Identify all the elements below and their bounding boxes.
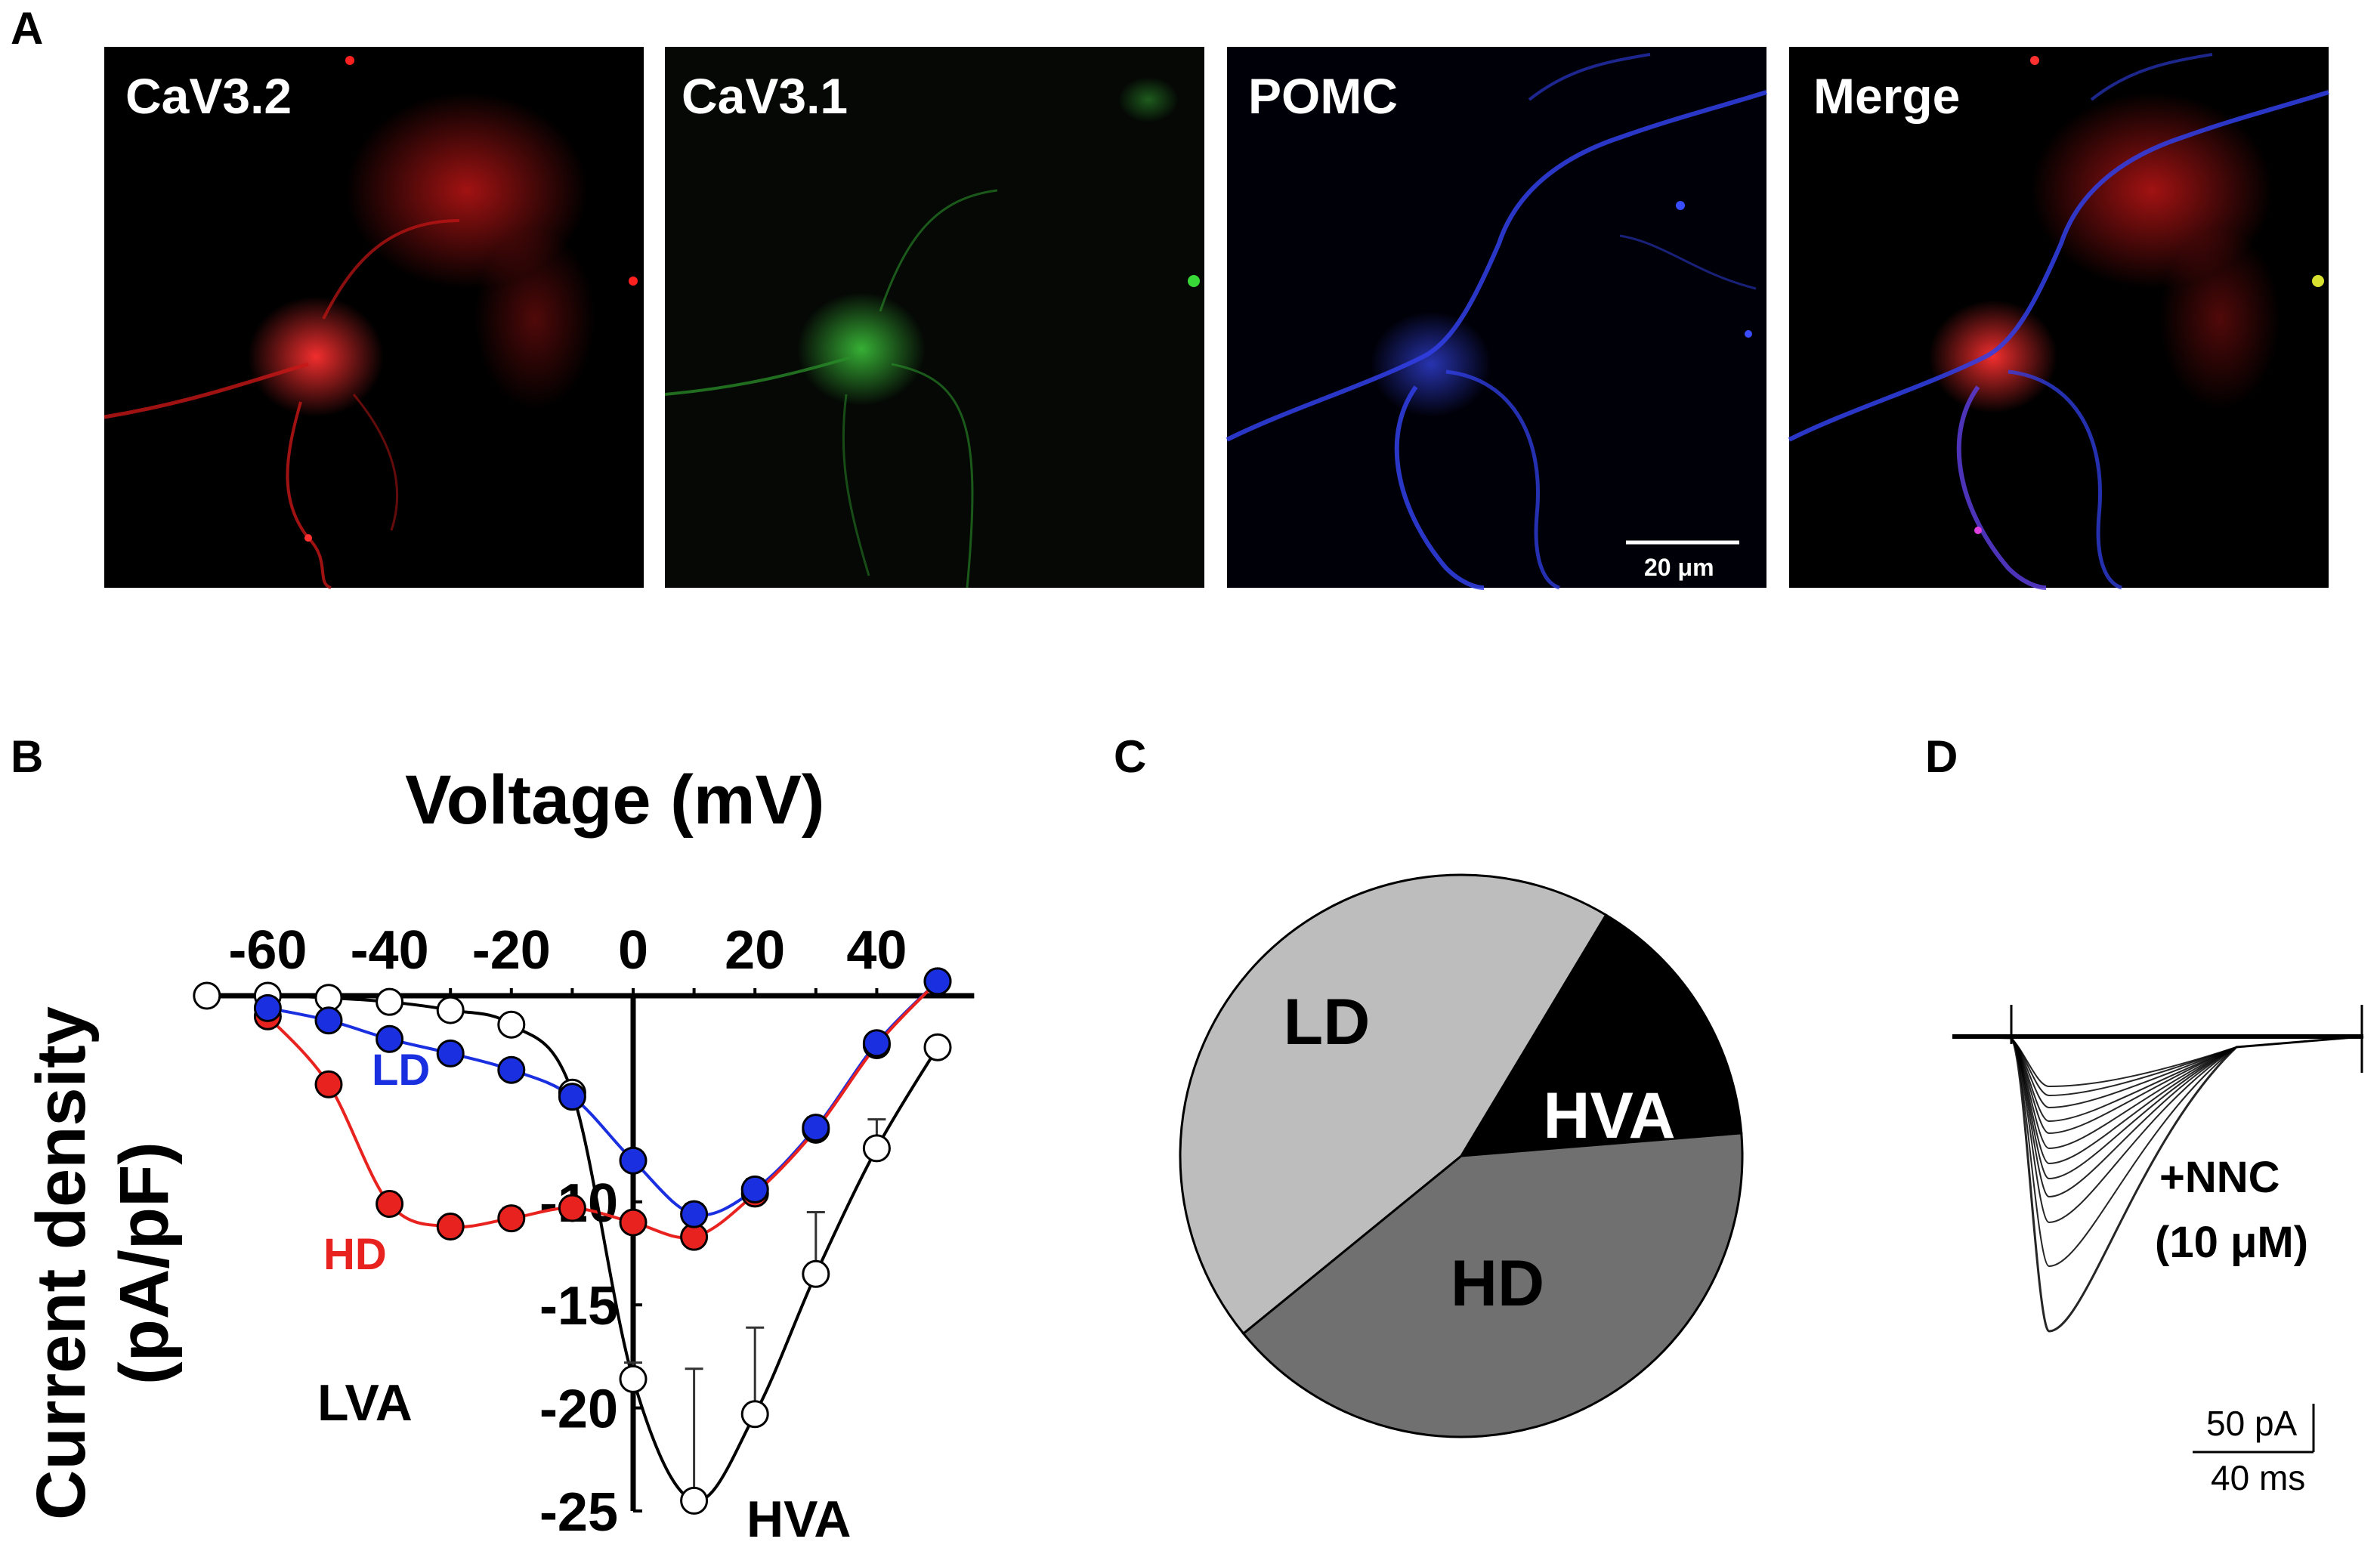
- data-point-hd: [558, 1194, 586, 1222]
- micrograph-merge: Merge: [1788, 47, 2329, 590]
- series-label-ld: LD: [372, 1046, 430, 1095]
- x-tick-label: 0: [618, 920, 648, 981]
- treatment-label: +NNC: [2159, 1153, 2280, 1202]
- current-trace: [1952, 1036, 2364, 1150]
- x-tick-label: -20: [472, 920, 551, 981]
- current-trace: [1952, 1036, 2364, 1198]
- pie-slice-hd: [1241, 1132, 1744, 1438]
- data-point-hd: [376, 1190, 404, 1219]
- data-point-ld: [558, 1083, 586, 1111]
- data-point-ld: [436, 1039, 465, 1068]
- x-tick-label: 40: [846, 920, 907, 981]
- panel-letter-c: C: [1114, 731, 1146, 782]
- data-point-hva: [923, 1033, 952, 1061]
- x-tick-label: -60: [228, 920, 307, 981]
- y-tick-label: -25: [539, 1482, 618, 1543]
- current-trace: [1952, 1036, 2364, 1268]
- micrograph-label-pomc: POMC: [1248, 68, 1398, 124]
- data-point-hva: [680, 1486, 709, 1515]
- region-label-hva: HVA: [746, 1491, 852, 1548]
- current-traces: [1952, 1005, 2364, 1333]
- data-point-ld: [862, 1029, 891, 1058]
- scale-bar-label: 20 μm: [1644, 554, 1714, 581]
- data-point-hva: [740, 1400, 769, 1429]
- data-point-ld: [740, 1175, 769, 1203]
- micrograph-cav32: CaV3.2: [104, 47, 644, 589]
- x-tick-label: 20: [725, 920, 785, 981]
- panel-letter-b: B: [11, 731, 43, 782]
- data-point-hva: [193, 981, 221, 1010]
- current-trace: [1952, 1036, 2364, 1088]
- y-axis-unit: (pA/pF): [106, 1142, 183, 1385]
- trace-scale-bar: 50 pA 40 ms: [2193, 1404, 2315, 1497]
- x-axis-title: Voltage (mV): [405, 762, 824, 839]
- y-tick-label: -20: [539, 1380, 618, 1440]
- micrograph-label-merge: Merge: [1813, 68, 1960, 124]
- current-trace: [1952, 1036, 2364, 1224]
- micrograph-label-cav31: CaV3.1: [682, 68, 848, 124]
- data-point-ld: [376, 1024, 404, 1053]
- iv-curve-chart: Voltage (mV) Current density (pA/pF) -60…: [23, 762, 975, 1548]
- pie-label-hd: HD: [1451, 1247, 1544, 1320]
- scale-time-label: 40 ms: [2211, 1458, 2305, 1497]
- data-point-ld: [314, 1006, 343, 1035]
- micrograph-cav31: CaV3.1: [664, 47, 1204, 589]
- data-point-hd: [497, 1204, 526, 1233]
- data-point-ld: [680, 1200, 709, 1228]
- pie-chart: HVA HD LD: [1179, 873, 1744, 1438]
- data-point-ld: [253, 993, 282, 1022]
- data-point-hva: [619, 1364, 648, 1393]
- pie-label-ld: LD: [1284, 986, 1371, 1058]
- y-axis-title: Current density: [23, 1006, 100, 1520]
- data-point-ld: [802, 1114, 830, 1142]
- data-point-hd: [436, 1213, 465, 1241]
- current-trace: [1952, 1035, 2364, 1333]
- data-point-hd: [314, 1070, 343, 1098]
- current-trace: [1952, 1036, 2364, 1165]
- scale-current-label: 50 pA: [2206, 1404, 2298, 1443]
- pie-label-hva: HVA: [1543, 1080, 1675, 1152]
- current-trace: [1952, 1036, 2364, 1135]
- current-trace: [1952, 1036, 2364, 1097]
- pie-slice-ld: [1179, 873, 1608, 1336]
- data-point-hva: [862, 1134, 891, 1163]
- data-point-hva: [436, 996, 465, 1024]
- pie-slice-hva: [1459, 913, 1743, 1157]
- data-point-hva: [376, 987, 404, 1016]
- data-point-ld: [619, 1146, 648, 1175]
- current-trace: [1952, 1036, 2364, 1123]
- panel-letter-d: D: [1925, 731, 1958, 782]
- series-label-hd: HD: [323, 1230, 387, 1279]
- concentration-label: (10 μM): [2155, 1218, 2308, 1267]
- micrograph-label-cav32: CaV3.2: [125, 68, 292, 124]
- data-point-ld: [923, 967, 952, 996]
- data-point-hva: [497, 1010, 526, 1039]
- data-point-hva: [802, 1259, 830, 1288]
- current-trace: [1952, 1036, 2364, 1109]
- x-tick-label: -40: [351, 920, 429, 981]
- y-tick-label: -15: [539, 1276, 618, 1336]
- data-point-ld: [497, 1055, 526, 1084]
- region-label-lva: LVA: [317, 1374, 413, 1432]
- panel-letter-a: A: [11, 3, 43, 54]
- data-point-hd: [619, 1208, 648, 1237]
- micrograph-pomc: POMC 20 μm: [1226, 47, 1767, 590]
